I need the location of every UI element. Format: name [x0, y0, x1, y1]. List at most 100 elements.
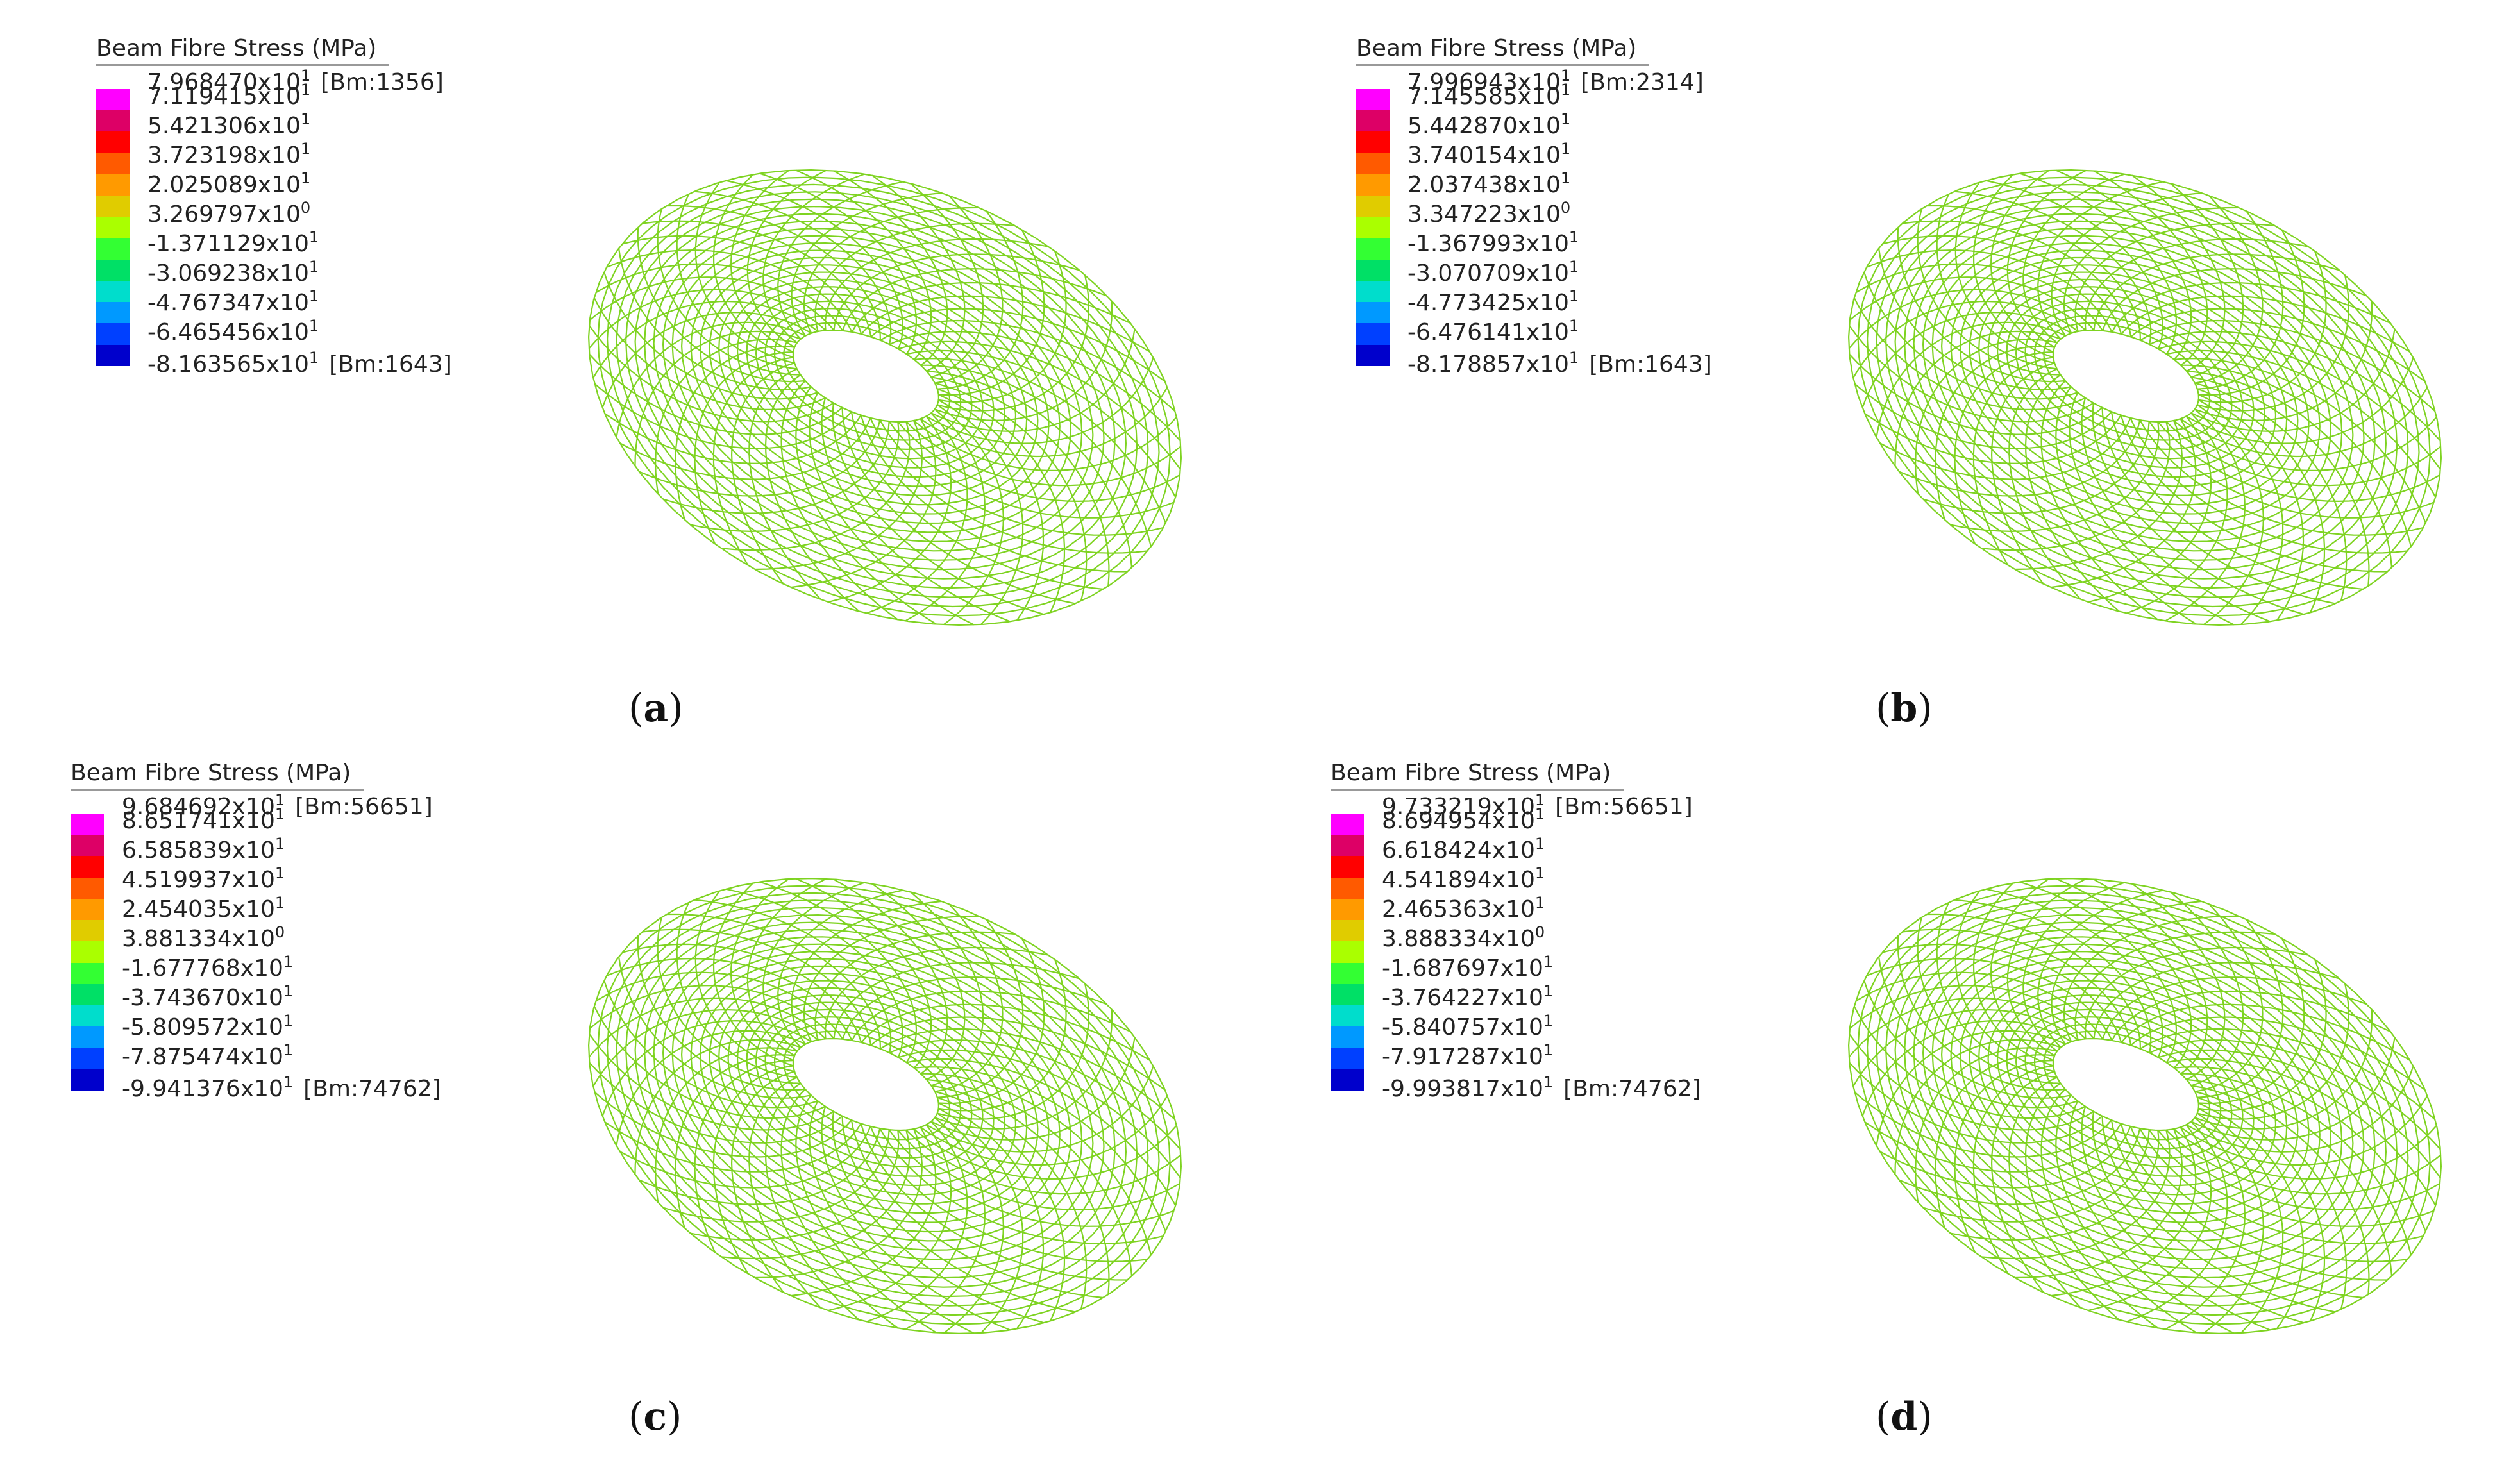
mesh-line: [625, 907, 1138, 1298]
caption-letter: a: [643, 686, 669, 731]
legend-label: 4.519937x101: [122, 866, 285, 893]
mesh-line: [755, 1008, 984, 1168]
mesh-line: [2131, 883, 2226, 1080]
mesh-line: [589, 985, 835, 1039]
mesh-line: [1847, 169, 2442, 626]
mesh-line: [832, 403, 1045, 615]
colorbar-segment: [96, 131, 130, 153]
label-exponent: 1: [1560, 81, 1571, 99]
label-mantissa: -8.163565x10: [147, 351, 309, 378]
legend-label: 2.037438x101: [1407, 171, 1570, 198]
mesh-line: [675, 1054, 795, 1229]
mesh-line: [869, 417, 1148, 554]
label-mantissa: 5.421306x10: [147, 113, 301, 139]
label-mantissa: -3.743670x10: [122, 985, 283, 1011]
label-mantissa: 3.881334x10: [122, 926, 275, 952]
colorbar-segment: [71, 835, 104, 857]
colorbar-segment: [71, 962, 104, 984]
mesh-line: [690, 958, 1061, 1233]
mesh-line: [592, 1008, 819, 1087]
label-mantissa: -6.465456x10: [147, 319, 309, 346]
mesh-line: [1882, 235, 2122, 335]
stress-legend: Beam Fibre Stress (MPa) 7.968470x101 [Bm:…: [96, 35, 452, 378]
mesh-line: [712, 1065, 794, 1275]
stress-legend: Beam Fibre Stress (MPa) 9.733219x101 [Bm:…: [1331, 760, 1701, 1102]
colorbar-segment: [1331, 1005, 1364, 1027]
mesh-line: [1940, 950, 2332, 1242]
mesh-line: [699, 965, 1050, 1223]
mesh-line: [1855, 971, 2104, 1040]
mesh-line: [653, 928, 1105, 1269]
mesh-line: [2139, 419, 2424, 536]
mesh-line: [634, 1039, 802, 1175]
legend-label: 6.585839x101: [122, 835, 285, 864]
label-beam-tag: [Bm:56651]: [1555, 794, 1693, 820]
mesh-line: [2015, 300, 2244, 460]
legend-label: -1.687697x101: [1382, 954, 1553, 982]
label-mantissa: 4.519937x10: [122, 867, 275, 893]
mesh-line: [1935, 1054, 2055, 1229]
mesh-line: [2197, 919, 2284, 1098]
mesh-line: [694, 899, 892, 1053]
mesh-line: [783, 1030, 951, 1141]
label-exponent: 1: [283, 1073, 294, 1091]
panel-caption: (c): [628, 1394, 682, 1439]
label-exponent: 1: [1568, 317, 1579, 335]
colorbar-segment: [1331, 1026, 1364, 1048]
label-exponent: 1: [1568, 258, 1579, 276]
mesh-line: [725, 180, 904, 349]
mesh-line: [905, 421, 1182, 487]
legend-label: 2.025089x101: [147, 171, 310, 198]
mesh-line: [2110, 411, 2364, 590]
mesh-line: [937, 210, 1024, 390]
colorbar-segment: [1356, 238, 1390, 260]
caption-letter: d: [1890, 1394, 1918, 1439]
legend-label: 7.145585x101: [1407, 81, 1571, 110]
colorbar-segment: [1331, 983, 1364, 1005]
stress-legend: Beam Fibre Stress (MPa) 9.684692x101 [Bm:…: [71, 760, 441, 1102]
mesh-line: [920, 1095, 1168, 1166]
mesh-line: [871, 883, 966, 1080]
mesh-line: [589, 1062, 843, 1144]
mesh-line: [699, 256, 1050, 515]
mesh-line: [860, 1123, 1128, 1281]
label-mantissa: -4.773425x10: [1407, 290, 1569, 316]
label-exponent: 1: [283, 1012, 294, 1030]
mesh-line: [1866, 183, 2420, 608]
colorbar-segment: [71, 1069, 104, 1091]
legend-label: -5.840757x101: [1382, 1013, 1553, 1041]
mesh-line: [730, 1071, 795, 1293]
mesh-line: [1959, 965, 2310, 1223]
colorbar-segment: [1356, 217, 1390, 238]
legend-label: -1.677768x101: [122, 954, 293, 982]
mesh-line: [1852, 1008, 2079, 1087]
mesh-line: [833, 170, 948, 366]
mesh-line: [869, 1126, 1148, 1262]
mesh-line: [653, 220, 1105, 561]
mesh-line: [937, 983, 1089, 1120]
label-mantissa: -8.178857x10: [1407, 351, 1569, 378]
mesh-line: [913, 416, 1177, 472]
legend-label: -4.767347x101: [147, 289, 319, 316]
label-exponent: 1: [274, 805, 285, 823]
label-mantissa: -4.767347x10: [147, 290, 309, 316]
mesh-line: [841, 407, 1076, 605]
stress-legend: Beam Fibre Stress (MPa) 7.996943x101 [Bm:…: [1356, 35, 1712, 378]
label-exponent: 0: [1560, 199, 1571, 217]
mesh-line: [821, 1106, 1011, 1331]
label-exponent: 1: [1568, 287, 1579, 305]
label-exponent: 1: [1534, 864, 1545, 882]
mesh-line: [2157, 1130, 2440, 1211]
mesh-line: [746, 1001, 995, 1177]
label-exponent: 1: [274, 835, 285, 853]
mesh-line: [2186, 1066, 2414, 1153]
mesh-line: [780, 1089, 898, 1329]
mesh-line: [606, 958, 853, 1041]
mesh-line: [938, 251, 1067, 403]
mesh-line: [1926, 205, 2141, 340]
mesh-line: [2198, 251, 2327, 403]
mesh-line: [905, 1129, 1182, 1195]
label-mantissa: -9.993817x10: [1382, 1076, 1543, 1102]
mesh-line: [601, 1019, 812, 1117]
mesh-line: [930, 1037, 1136, 1141]
